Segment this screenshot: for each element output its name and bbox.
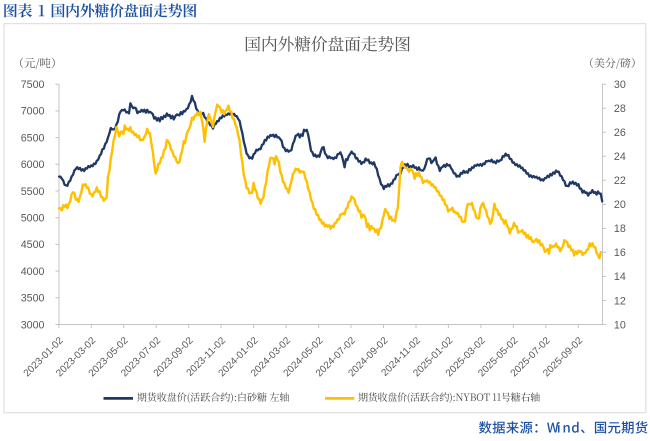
svg-text:6500: 6500 xyxy=(21,132,45,144)
svg-text:30: 30 xyxy=(614,79,626,91)
svg-text:18: 18 xyxy=(614,223,626,235)
svg-text:24: 24 xyxy=(614,151,626,163)
svg-text:12: 12 xyxy=(614,295,626,307)
svg-text:5000: 5000 xyxy=(21,213,45,225)
svg-text:14: 14 xyxy=(614,271,626,283)
svg-text:4000: 4000 xyxy=(21,266,45,278)
svg-text:26: 26 xyxy=(614,127,626,139)
svg-text:7000: 7000 xyxy=(21,106,45,118)
svg-text:28: 28 xyxy=(614,103,626,115)
svg-text:20: 20 xyxy=(614,199,626,211)
svg-text:3500: 3500 xyxy=(21,293,45,305)
svg-text:3000: 3000 xyxy=(21,319,45,331)
svg-text:16: 16 xyxy=(614,247,626,259)
svg-text:7500: 7500 xyxy=(21,79,45,91)
svg-text:22: 22 xyxy=(614,175,626,187)
svg-text:10: 10 xyxy=(614,319,626,331)
svg-text:6000: 6000 xyxy=(21,159,45,171)
svg-text:5500: 5500 xyxy=(21,186,45,198)
svg-text:4500: 4500 xyxy=(21,239,45,251)
